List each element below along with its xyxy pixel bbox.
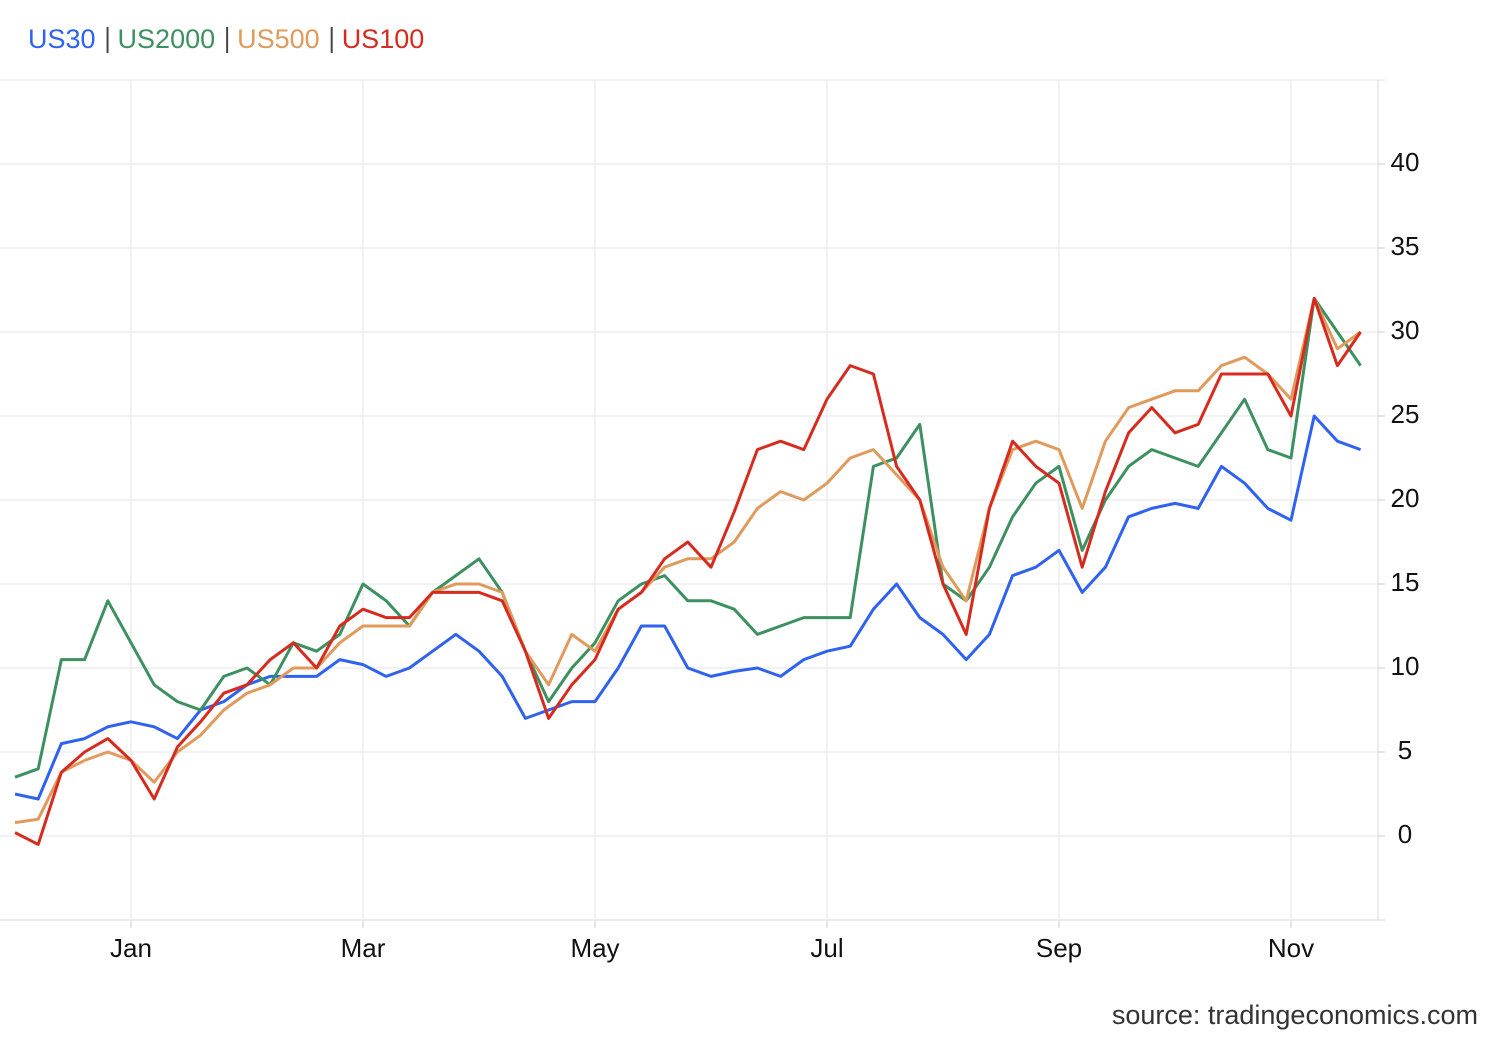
legend-entry: US500 <box>237 24 320 54</box>
y-tick-label: 0 <box>1398 819 1412 849</box>
y-tick-label: 20 <box>1391 483 1420 513</box>
source: source: tradingeconomics.com <box>1112 1000 1478 1030</box>
y-tick-label: 15 <box>1391 567 1420 597</box>
x-tick-label: Sep <box>1036 933 1082 963</box>
x-tick-label: Jul <box>810 933 843 963</box>
y-tick-label: 35 <box>1391 231 1420 261</box>
x-tick-label: Mar <box>341 933 386 963</box>
y-tick-label: 5 <box>1398 735 1412 765</box>
x-tick-label: Jan <box>110 933 152 963</box>
y-tick-label: 30 <box>1391 315 1420 345</box>
series-line <box>14 296 1362 779</box>
y-tick-label: 10 <box>1391 651 1420 681</box>
legend-entry: US100 <box>342 24 425 54</box>
series-line <box>14 414 1362 801</box>
x-tick-label: May <box>570 933 619 963</box>
series-line <box>14 296 1362 825</box>
y-tick-label: 25 <box>1391 399 1420 429</box>
legend-entry: US30 <box>28 24 96 54</box>
y-tick-label: 40 <box>1391 147 1420 177</box>
series-line <box>14 296 1362 846</box>
legend-entry: US2000 <box>118 24 216 54</box>
x-tick-label: Nov <box>1268 933 1314 963</box>
